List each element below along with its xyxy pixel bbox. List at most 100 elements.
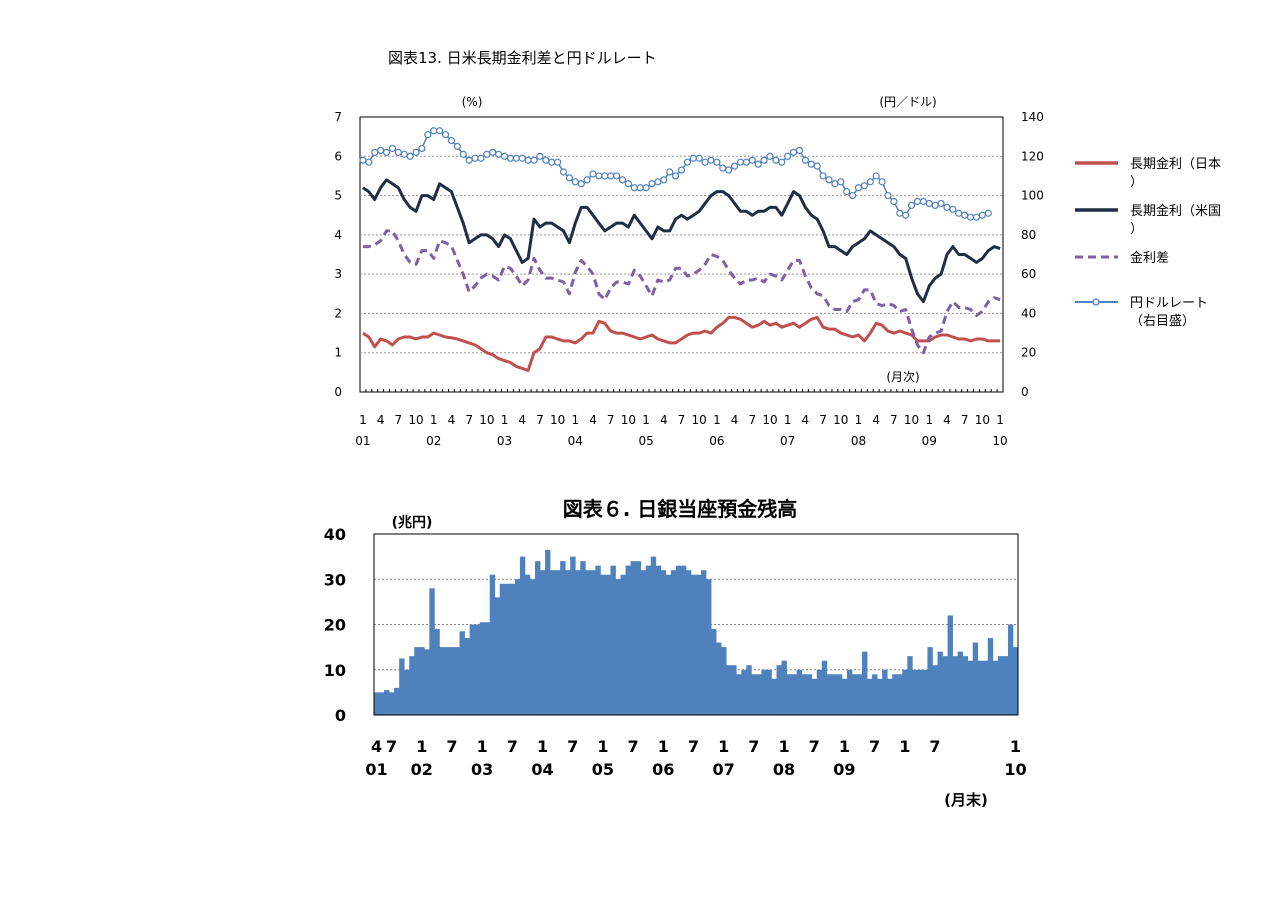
chart1-left-tick-label: 0: [334, 385, 342, 399]
chart1-svg: 図表13. 日米長期金利差と円ドルレート (%) (円／ドル) 01234567…: [334, 49, 1221, 448]
chart2-bar: [821, 660, 828, 715]
chart2-year-label: 10: [1004, 760, 1026, 779]
chart2-bar: [987, 638, 994, 715]
chart1-usdjpy-point: [477, 154, 485, 162]
chart2-bar: [424, 649, 430, 715]
chart1-left-tick-label: 5: [334, 189, 342, 203]
chart1-year-label: 02: [426, 434, 441, 448]
chart2-bar: [545, 549, 551, 715]
chart2-bar: [841, 678, 848, 715]
chart1-usdjpy-point: [577, 180, 585, 188]
chart2-bar: [997, 656, 1004, 715]
chart2-bar: [922, 669, 928, 715]
chart2-bar: [640, 570, 647, 715]
chart2-bars: [374, 549, 1019, 716]
chart2-bar: [645, 565, 652, 715]
chart1-series-line: [362, 229, 1001, 355]
chart2-bar: [892, 674, 898, 715]
chart2-bar: [967, 660, 974, 715]
chart2-bar: [690, 574, 697, 716]
chart1-right-tick-label: 0: [1021, 385, 1029, 399]
chart1-usdjpy-point: [441, 131, 450, 139]
chart1-usdjpy-point: [618, 176, 627, 184]
legend-label: ）: [1130, 175, 1143, 190]
chart1-year-label: 03: [497, 434, 512, 448]
chart2-bar: [736, 674, 742, 715]
chart1-month-label: 7: [961, 413, 969, 427]
chart2-bar: [630, 561, 636, 715]
chart2-bar: [404, 669, 410, 715]
chart1-right-tick-label: 40: [1021, 306, 1036, 320]
chart1-year-label: 07: [780, 434, 795, 448]
chart2-bar: [701, 570, 707, 715]
chart2-bar: [932, 665, 938, 716]
chart1-title: 図表13. 日米長期金利差と円ドルレート: [388, 49, 657, 67]
chart2-bar: [786, 674, 792, 715]
chart2-bar: [444, 647, 450, 716]
chart1-usdjpy-point: [683, 158, 691, 166]
chart1-right-tick-label: 140: [1021, 110, 1044, 124]
chart2-month-label: 1: [537, 737, 548, 756]
chart2-bar: [514, 579, 521, 715]
chart2-bar: [474, 624, 481, 715]
chart1-usdjpy-point: [766, 152, 774, 160]
chart2-bar: [399, 658, 405, 715]
chart1-right-tick-label: 60: [1021, 267, 1036, 281]
chart2-bar: [555, 570, 561, 715]
chart2-bar: [711, 629, 717, 715]
chart1-right-tick-label: 80: [1021, 228, 1036, 242]
chart1-month-label: 7: [678, 413, 686, 427]
chart1-usdjpy-point: [860, 182, 868, 190]
chart2-bar: [439, 647, 445, 716]
chart2-bar: [484, 622, 491, 715]
chart2-bar: [877, 678, 883, 715]
chart2-bar: [912, 669, 918, 715]
chart1-usdjpy-point: [902, 211, 910, 219]
chart2-bar: [680, 565, 687, 715]
chart1-month-label: 7: [536, 413, 544, 427]
chart1-usdjpy-point: [825, 176, 833, 184]
chart2-bar: [494, 597, 501, 715]
chart1-month-label: 7: [890, 413, 898, 427]
chart1-usdjpy-point: [382, 148, 391, 156]
chart2-bar: [716, 642, 722, 715]
chart2-bar: [409, 656, 415, 715]
chart1-month-label: 7: [395, 413, 403, 427]
chart1-month-label: 4: [518, 413, 526, 427]
chart1-usdjpy-point: [672, 172, 680, 180]
chart1-usdjpy-point: [365, 158, 373, 166]
chart1-usdjpy-point: [536, 152, 544, 160]
chart2-bar: [756, 674, 762, 715]
chart1-month-label: 4: [802, 413, 810, 427]
chart2-bar: [660, 570, 667, 715]
chart1-usdjpy-point: [843, 188, 851, 196]
chart2-bar: [731, 665, 737, 716]
chart2-bar: [535, 561, 541, 715]
chart2-bar: [741, 669, 747, 715]
chart1-month-label: 4: [660, 413, 668, 427]
chart2-bar: [992, 660, 999, 715]
chart2-bar: [459, 631, 465, 715]
chart2-month-label: 7: [628, 737, 639, 756]
chart1-usdjpy-point: [725, 166, 733, 174]
chart2-bar: [1012, 647, 1019, 716]
chart2-bar: [670, 570, 677, 715]
chart2-plot-area: [373, 533, 1019, 716]
chart1-right-y-axis: 0 20 40 60 80 100 120 140: [1021, 110, 1044, 399]
chart1-usdjpy-point: [554, 158, 562, 166]
chart1-usdjpy-point: [660, 176, 668, 184]
chart1-right-tick-label: 20: [1021, 346, 1036, 360]
chart1-usdjpy-point: [937, 199, 945, 208]
chart2-y-tick-label: 30: [324, 570, 346, 589]
chart2-y-tick-label: 20: [324, 616, 346, 635]
chart1-month-label: 7: [607, 413, 615, 427]
chart2-bar: [655, 565, 662, 715]
chart2-y-tick-label: 10: [324, 661, 346, 680]
chart1-year-label: 04: [568, 434, 583, 448]
chart2-y-tick-label: 0: [335, 706, 346, 725]
chart1-month-label: 1: [359, 413, 367, 427]
chart2-month-label: 1: [899, 737, 910, 756]
